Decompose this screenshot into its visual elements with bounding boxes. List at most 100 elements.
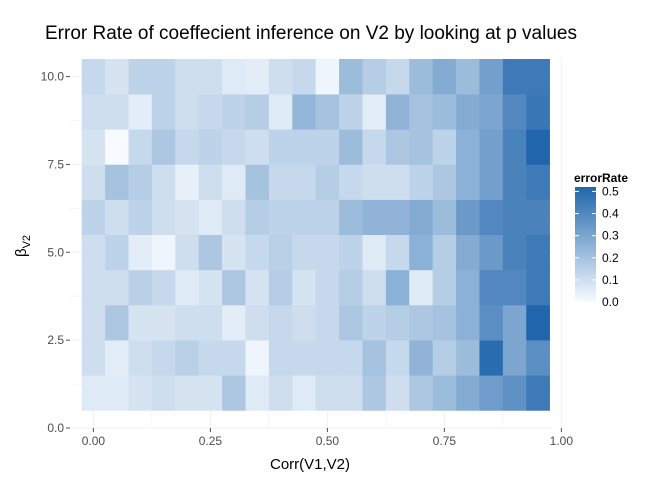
chart-title: Error Rate of coeffecient inference on V… bbox=[45, 23, 577, 44]
heatmap-tile bbox=[128, 234, 153, 271]
heatmap-tile bbox=[128, 164, 153, 200]
heatmap-tile bbox=[81, 305, 106, 341]
heatmap-tile bbox=[198, 234, 223, 271]
legend-title: errorRate bbox=[574, 171, 628, 185]
heatmap-tile bbox=[456, 164, 480, 200]
heatmap-tile bbox=[268, 129, 293, 165]
heatmap-tile bbox=[268, 234, 293, 271]
heatmap-tile bbox=[105, 340, 129, 376]
heatmap-tile bbox=[81, 164, 106, 200]
heatmap-tile bbox=[292, 375, 316, 411]
legend-tick-label: 0.3 bbox=[602, 229, 619, 243]
heatmap-tile bbox=[128, 59, 153, 95]
heatmap-tile bbox=[432, 199, 457, 236]
heatmap-tile bbox=[245, 305, 270, 341]
legend: errorRate 0.0 0.1 0.2 0.3 0.4 0.5 bbox=[574, 171, 628, 309]
heatmap-tile bbox=[385, 340, 410, 376]
heatmap-tile bbox=[175, 269, 199, 306]
x-tick-label: 0.75 bbox=[433, 434, 457, 448]
heatmap-tile bbox=[362, 269, 387, 306]
heatmap-tile bbox=[151, 199, 176, 236]
heatmap-tile bbox=[409, 94, 433, 130]
heatmap-tile bbox=[479, 94, 504, 130]
heatmap-tile bbox=[81, 375, 106, 411]
heatmap-tile bbox=[198, 94, 223, 130]
heatmap-tile bbox=[339, 199, 363, 236]
heatmap-tile bbox=[502, 164, 527, 200]
heatmap-tile bbox=[245, 164, 270, 200]
heatmap-tile bbox=[222, 199, 246, 236]
heatmap-tile bbox=[339, 59, 363, 95]
x-tick-label: 0.50 bbox=[316, 434, 340, 448]
heatmap-tile bbox=[175, 375, 199, 411]
heatmap-tile bbox=[385, 305, 410, 341]
heatmap-tile bbox=[409, 269, 433, 306]
heatmap-tile bbox=[268, 164, 293, 200]
heatmap-tile bbox=[432, 129, 457, 165]
heatmap-tile bbox=[456, 94, 480, 130]
heatmap-tile bbox=[81, 59, 106, 95]
heatmap-tile bbox=[339, 94, 363, 130]
y-axis-title-sub: V2 bbox=[21, 235, 33, 248]
heatmap-tile bbox=[456, 269, 480, 306]
heatmap-tile bbox=[479, 59, 504, 95]
heatmap-tile bbox=[245, 269, 270, 306]
heatmap-tile bbox=[502, 269, 527, 306]
heatmap-tile bbox=[198, 59, 223, 95]
heatmap-tile bbox=[385, 234, 410, 271]
heatmap-tile bbox=[432, 375, 457, 411]
heatmap-tile bbox=[81, 199, 106, 236]
heatmap-tile bbox=[268, 199, 293, 236]
heatmap-tile bbox=[128, 129, 153, 165]
heatmap-tile bbox=[315, 164, 340, 200]
heatmap-tile bbox=[502, 94, 527, 130]
heatmap-tile bbox=[245, 375, 270, 411]
legend-tick-label: 0.1 bbox=[602, 273, 619, 287]
heatmap-tile bbox=[222, 340, 246, 376]
heatmap-tile bbox=[245, 234, 270, 271]
heatmap-tile bbox=[222, 234, 246, 271]
heatmap-tile bbox=[222, 375, 246, 411]
heatmap-tile bbox=[198, 199, 223, 236]
heatmap-tile bbox=[409, 340, 433, 376]
heatmap-tile bbox=[292, 234, 316, 271]
x-tick-label: 1.00 bbox=[550, 434, 574, 448]
heatmap-tile bbox=[245, 340, 270, 376]
heatmap-tile bbox=[479, 199, 504, 236]
heatmap-tile bbox=[81, 340, 106, 376]
heatmap-tile bbox=[339, 234, 363, 271]
heatmap-tile bbox=[268, 375, 293, 411]
heatmap-tile bbox=[245, 94, 270, 130]
heatmap-tile bbox=[292, 164, 316, 200]
heatmap-tile bbox=[81, 269, 106, 306]
heatmap-tile bbox=[502, 234, 527, 271]
heatmap-tile bbox=[151, 129, 176, 165]
heatmap-tile bbox=[315, 375, 340, 411]
heatmap-tile bbox=[315, 59, 340, 95]
heatmap-tile bbox=[502, 340, 527, 376]
x-tick-label: 0.00 bbox=[82, 434, 106, 448]
heatmap-tile bbox=[81, 94, 106, 130]
heatmap-tile bbox=[175, 234, 199, 271]
heatmap-tile bbox=[432, 269, 457, 306]
heatmap-tile bbox=[385, 94, 410, 130]
heatmap-tile bbox=[502, 305, 527, 341]
heatmap-tile bbox=[105, 129, 129, 165]
heatmap-tile bbox=[479, 269, 504, 306]
heatmap-tile bbox=[222, 305, 246, 341]
y-tick-label: 0.0 bbox=[47, 421, 64, 435]
heatmap-tile bbox=[456, 129, 480, 165]
heatmap-tile bbox=[222, 129, 246, 165]
heatmap-tile bbox=[409, 199, 433, 236]
heatmap-tile bbox=[432, 164, 457, 200]
heatmap-tile bbox=[339, 305, 363, 341]
heatmap-tile bbox=[292, 340, 316, 376]
heatmap-tile bbox=[222, 164, 246, 200]
heatmap-tile bbox=[339, 340, 363, 376]
heatmap-tile bbox=[409, 164, 433, 200]
heatmap-tile bbox=[128, 305, 153, 341]
heatmap-tile bbox=[432, 305, 457, 341]
y-axis-title: βV2 bbox=[13, 235, 33, 257]
heatmap-tile bbox=[456, 305, 480, 341]
heatmap-tile bbox=[526, 164, 550, 200]
